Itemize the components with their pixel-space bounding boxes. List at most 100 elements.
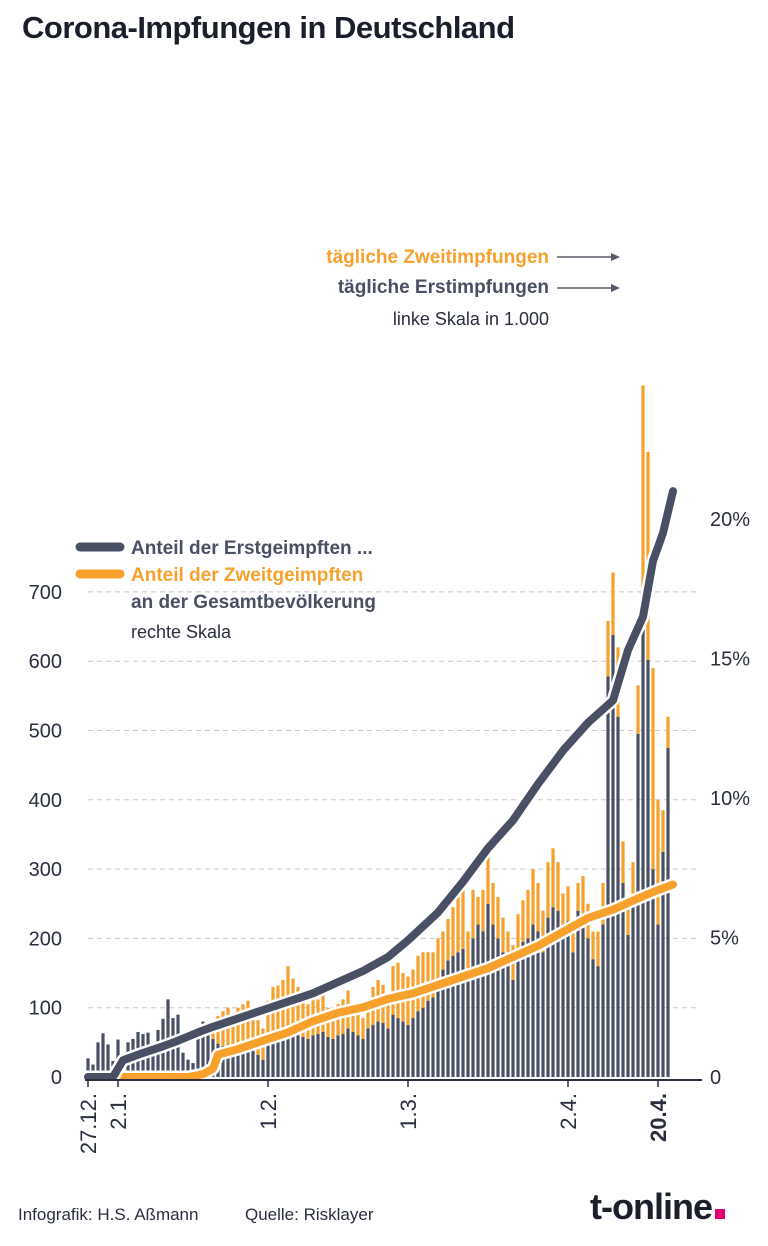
bar-first-dose [301,1036,305,1077]
bar-first-dose [521,941,525,1077]
bar-second-dose [461,889,465,949]
y-left-tick-label: 400 [29,790,62,812]
y-left-tick-label: 0 [51,1067,62,1089]
bar-first-dose [546,917,550,1077]
bar-second-dose [431,952,435,998]
x-tick-label: 2.1. [106,1093,131,1130]
bar-first-dose [281,1031,285,1077]
bar-second-dose [266,1000,270,1043]
bar-first-dose [96,1042,100,1077]
bar-first-dose [221,1045,225,1077]
bar-second-dose [506,931,510,967]
bar-first-dose [266,1042,270,1077]
bar-second-dose [641,385,645,601]
bar-second-dose [301,995,305,1037]
bar-second-dose [331,1011,335,1039]
bar-second-dose [366,1000,370,1029]
bar-second-dose [521,900,525,942]
bar-first-dose [631,903,635,1077]
chart-title: Corona-Impfungen in Deutschland [22,10,515,45]
bar-first-dose [366,1028,370,1077]
bar-second-dose [546,862,550,918]
bar-first-dose [181,1052,185,1077]
bar-first-dose [456,952,460,1077]
bar-second-dose [541,910,545,953]
y-right-tick-label: 5% [710,928,739,950]
bar-second-dose [351,1004,355,1032]
line-series [81,484,680,1084]
y-left-tick-label: 500 [29,721,62,743]
bar-second-dose [516,914,520,949]
bar-first-dose [336,1035,340,1077]
bar-first-dose [486,903,490,1077]
bar-first-dose [426,1000,430,1077]
bar-first-dose [616,716,620,1077]
bar-first-dose [406,1025,410,1077]
bar-second-dose [471,889,475,939]
annotation-left-scale: linke Skala in 1.000 [393,309,549,329]
line-second-share [84,880,677,1081]
brand-dot [714,1209,725,1219]
bar-first-dose [651,869,655,1077]
bar-second-dose [481,889,485,932]
bar-second-dose [441,931,445,970]
bar-first-dose [226,1049,230,1077]
bar-second-dose [566,886,570,922]
bar-first-dose [196,1031,200,1077]
bar-second-dose [531,869,535,925]
bar-second-dose [421,952,425,1008]
bar-first-dose [656,924,660,1077]
bar-first-dose [436,979,440,1077]
bar-first-dose [206,1022,210,1077]
bar-second-dose [561,893,565,929]
bar-second-dose [636,685,640,734]
bar-second-dose [486,855,490,904]
legend: Anteil der Erstgeimpften ... Anteil der … [75,538,376,642]
bar-second-dose [456,896,460,953]
bar-second-dose [496,896,500,939]
bar-first-dose [411,1018,415,1077]
bar-second-dose [626,900,630,935]
bar-second-dose [536,882,540,932]
bar-first-dose [511,979,515,1077]
x-tick-label: 27.12. [76,1093,101,1154]
x-tick-label: 20.4. [646,1093,671,1142]
bar-first-dose [611,634,615,1077]
bar-second-dose [661,810,665,852]
bar-first-dose [151,1050,155,1077]
bar-first-dose [641,600,645,1077]
bar-first-dose [421,1007,425,1077]
bar-first-dose [251,1050,255,1077]
bar-first-dose [401,1021,405,1077]
arrow-first-daily [557,284,620,292]
y-left-tick-label: 600 [29,651,62,673]
annotation-second-daily: tägliche Zweitimpfungen [326,247,549,268]
bar-first-dose [256,1054,260,1077]
bar-first-dose [316,1034,320,1077]
annotation-first-daily: tägliche Erstimpfungen [338,277,549,298]
y-left-tick-label: 300 [29,859,62,881]
bar-second-dose [501,917,505,953]
footer-source: Quelle: Risklayer [245,1205,374,1224]
footer-credit: Infografik: H.S. Aßmann [18,1205,199,1224]
bar-first-dose [591,959,595,1077]
bar-second-dose [651,668,655,870]
legend-right-scale: rechte Skala [131,622,232,642]
bar-first-dose [506,966,510,1077]
bar-first-dose [306,1038,310,1077]
bar-second-dose [571,924,575,953]
bar-first-dose [561,928,565,1077]
bar-second-dose [426,952,430,1001]
bar-first-dose [596,966,600,1077]
bar-second-dose [361,1018,365,1039]
bar-first-dose [601,924,605,1077]
y-left-tick-label: 700 [29,582,62,604]
bar-first-dose [626,934,630,1077]
bar-second-dose [551,848,555,908]
bar-second-dose [241,1004,245,1053]
y-right-tick-label: 15% [710,649,750,671]
y-right-tick-label: 20% [710,509,750,531]
bar-second-dose [621,841,625,883]
bar-second-dose [606,621,610,677]
bar-second-dose [236,1007,240,1050]
